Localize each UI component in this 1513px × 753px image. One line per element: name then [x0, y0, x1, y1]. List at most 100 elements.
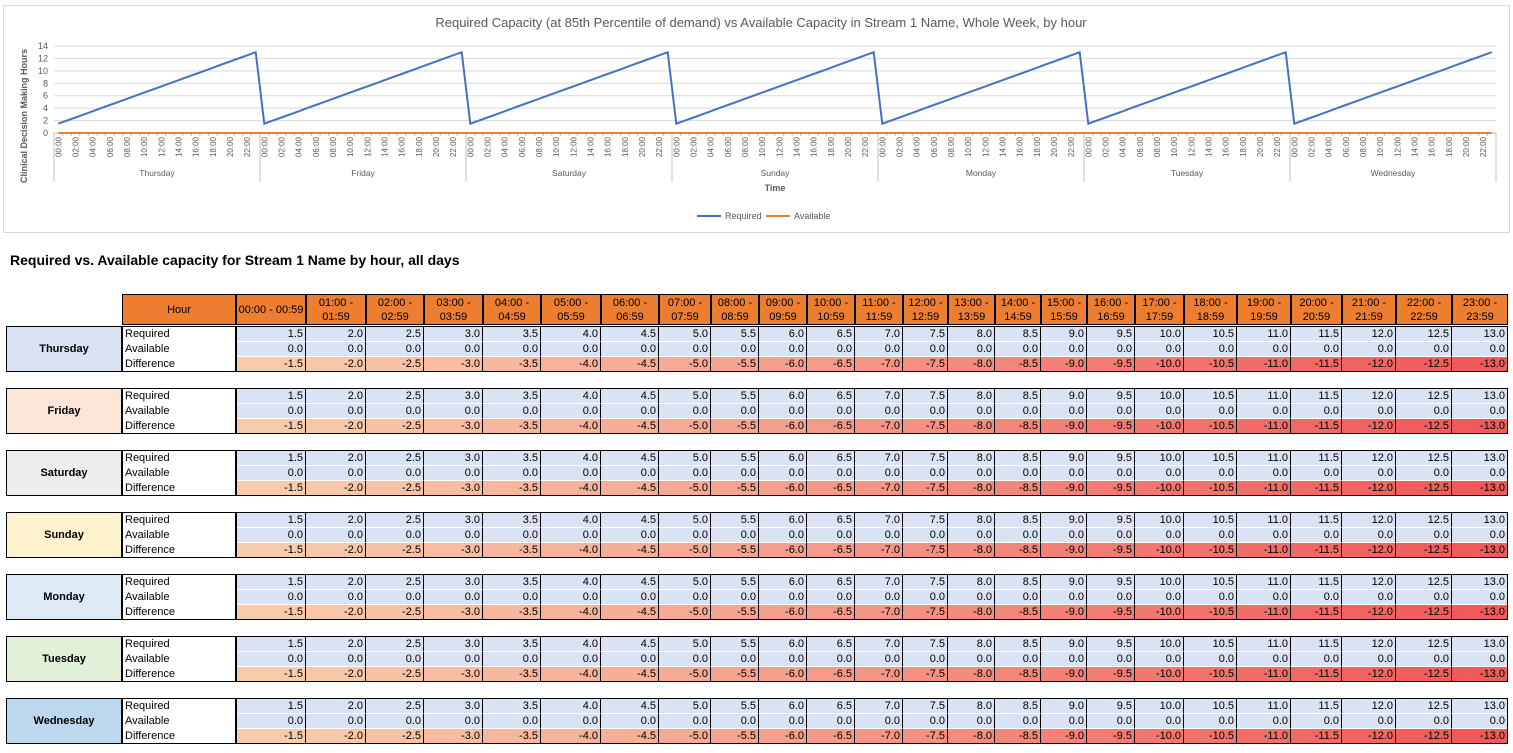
y-tick-label: 8 — [43, 78, 48, 88]
table-cell: 9.5 — [1087, 513, 1135, 528]
table-cell: -10.0 — [1135, 667, 1184, 682]
table-cell: 11.0 — [1237, 637, 1291, 652]
table-cell: 5.0 — [659, 327, 711, 342]
table-cell: 3.5 — [483, 699, 541, 714]
table-cell: 0.0 — [759, 652, 807, 667]
table-cell: -9.0 — [1041, 667, 1087, 682]
table-cell: -9.0 — [1041, 419, 1087, 434]
table-cell: 0.0 — [807, 590, 855, 605]
table-cell: -7.0 — [855, 357, 903, 372]
x-tick-label: 16:00 — [192, 136, 201, 157]
table-cell: 0.0 — [601, 590, 659, 605]
table-cell: 0.0 — [306, 590, 366, 605]
table-cell: -4.5 — [601, 481, 659, 496]
x-tick-label: 06:00 — [1342, 136, 1351, 157]
hour-range: 01:00 - 01:59 — [318, 296, 354, 323]
table-cell: -1.5 — [236, 667, 306, 682]
table-cell: 0.0 — [1135, 404, 1184, 419]
table-cell: 0.0 — [541, 652, 601, 667]
table-cell: 7.0 — [855, 451, 903, 466]
table-cell: 10.5 — [1184, 575, 1237, 590]
table-cell: 0.0 — [1396, 590, 1452, 605]
table-cell: 0.0 — [424, 714, 483, 729]
table-cell: -7.0 — [855, 481, 903, 496]
table-cell: 0.0 — [1135, 652, 1184, 667]
table-cell: -11.0 — [1237, 357, 1291, 372]
table-cell: -9.5 — [1087, 419, 1135, 434]
table-cell: 0.0 — [424, 528, 483, 543]
table-cell: -3.0 — [424, 543, 483, 558]
table-cell: -13.0 — [1452, 729, 1508, 744]
table-cell: -7.5 — [903, 543, 948, 558]
x-tick-label: 00:00 — [672, 136, 681, 157]
hour-range: 16:00 - 16:59 — [1093, 296, 1129, 323]
table-cell: 8.5 — [995, 637, 1041, 652]
table-cell: -2.5 — [366, 543, 424, 558]
table-cell: -5.0 — [659, 481, 711, 496]
table-cell: 2.5 — [366, 327, 424, 342]
header-row: Hour 00:00 - 00:59 01:00 - 01:59 02:00 - 02… — [0, 294, 1513, 325]
x-tick-label: 22:00 — [243, 136, 252, 157]
table-cell: 7.5 — [903, 389, 948, 404]
hour-header-cell: 21:00 - 21:59 — [1342, 294, 1396, 325]
table-cell: 0.0 — [1396, 404, 1452, 419]
day-label: Thursday — [6, 326, 122, 372]
table-cell: 0.0 — [659, 528, 711, 543]
row-label-box: Required Available Difference — [122, 388, 236, 434]
table-cell: 5.0 — [659, 389, 711, 404]
table-cell: 0.0 — [903, 590, 948, 605]
table-cell: 0.0 — [711, 342, 759, 357]
table-cell: -4.0 — [541, 419, 601, 434]
table-cell: 0.0 — [759, 466, 807, 481]
table-cell: 3.0 — [424, 699, 483, 714]
table-cell: 9.5 — [1087, 327, 1135, 342]
table-cell: 6.0 — [759, 513, 807, 528]
table-cell: 0.0 — [1087, 466, 1135, 481]
row-label-box: Required Available Difference — [122, 326, 236, 372]
x-tick-label: 18:00 — [1239, 136, 1248, 157]
table-cell: 0.0 — [1237, 590, 1291, 605]
day-label: Wednesday — [1371, 168, 1416, 178]
table-cell: 4.0 — [541, 637, 601, 652]
table-cell: 0.0 — [1291, 466, 1342, 481]
hour-header-cell: 06:00 - 06:59 — [601, 294, 659, 325]
x-tick-label: 22:00 — [1273, 136, 1282, 157]
table-cell: 0.0 — [659, 404, 711, 419]
x-tick-label: 10:00 — [140, 136, 149, 157]
hour-range: 08:00 - 08:59 — [717, 296, 753, 323]
table-cell: 0.0 — [903, 714, 948, 729]
table-cell: 2.0 — [306, 575, 366, 590]
table-cell: 5.5 — [711, 637, 759, 652]
table-cell: 0.0 — [483, 466, 541, 481]
hour-header-cell: 16:00 - 16:59 — [1087, 294, 1135, 325]
row-label: Available — [125, 529, 170, 541]
table-cell: 0.0 — [995, 590, 1041, 605]
day-label: Monday — [966, 168, 997, 178]
hour-range: 22:00 - 22:59 — [1406, 296, 1442, 323]
table-cell: 0.0 — [1342, 404, 1396, 419]
table-cell: -5.5 — [711, 419, 759, 434]
table-cell: 0.0 — [306, 466, 366, 481]
row-label-box: Required Available Difference — [122, 574, 236, 620]
x-tick-label: 18:00 — [209, 136, 218, 157]
day-label: Saturday — [552, 168, 587, 178]
hour-header-cell: 09:00 - 09:59 — [759, 294, 807, 325]
x-tick-label: 20:00 — [1462, 136, 1471, 157]
x-tick-label: 10:00 — [964, 136, 973, 157]
x-tick-label: 02:00 — [277, 136, 286, 157]
table-cell: 6.0 — [759, 699, 807, 714]
table-cell: -1.5 — [236, 605, 306, 620]
row-label: Difference — [125, 358, 175, 370]
table-cell: -2.0 — [306, 729, 366, 744]
day-label: Sunday — [6, 512, 122, 558]
table-cell: 0.0 — [995, 652, 1041, 667]
table-cell: 0.0 — [711, 590, 759, 605]
x-tick-label: 22:00 — [449, 136, 458, 157]
row-label: Required — [125, 576, 170, 588]
chart-area: Required Capacity (at 85th Percentile of… — [3, 5, 1510, 233]
table-cell: -6.5 — [807, 481, 855, 496]
table-cell: 6.5 — [807, 699, 855, 714]
table-cell: -4.0 — [541, 729, 601, 744]
day-group-thursday: Thursday Required Available Difference 1.5 2.… — [0, 326, 1513, 372]
x-tick-label: 08:00 — [947, 136, 956, 157]
